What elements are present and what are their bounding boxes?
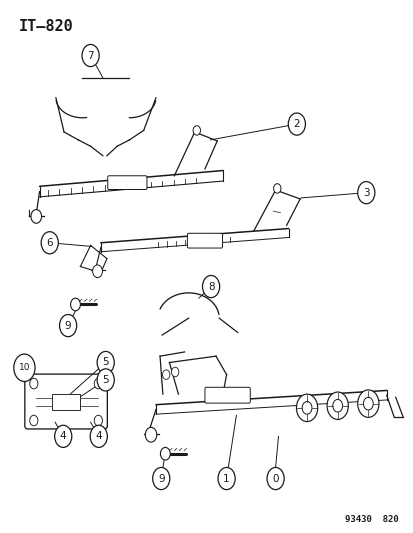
FancyBboxPatch shape [187, 233, 222, 248]
FancyBboxPatch shape [204, 387, 250, 403]
Text: 10: 10 [19, 364, 30, 372]
Circle shape [218, 467, 235, 490]
Circle shape [90, 425, 107, 447]
Text: 9: 9 [158, 473, 164, 483]
Circle shape [30, 415, 38, 426]
Text: 3: 3 [362, 188, 369, 198]
Text: 8: 8 [207, 281, 214, 292]
Bar [52, 394, 79, 410]
Text: 1: 1 [223, 473, 229, 483]
Circle shape [363, 397, 373, 410]
Text: 6: 6 [46, 238, 53, 248]
Circle shape [94, 378, 102, 389]
Circle shape [301, 401, 311, 414]
Text: 5: 5 [102, 375, 109, 385]
Circle shape [41, 232, 58, 254]
Circle shape [59, 314, 76, 337]
Circle shape [326, 392, 347, 419]
Text: 4: 4 [60, 431, 66, 441]
Circle shape [145, 427, 157, 442]
Circle shape [357, 390, 378, 417]
Circle shape [93, 265, 102, 278]
Circle shape [192, 126, 200, 135]
Circle shape [296, 394, 317, 422]
Circle shape [160, 447, 170, 460]
Circle shape [152, 467, 169, 490]
Circle shape [162, 370, 169, 379]
Circle shape [55, 425, 71, 447]
Circle shape [97, 351, 114, 374]
Circle shape [171, 367, 178, 377]
Text: 9: 9 [65, 320, 71, 330]
Text: 7: 7 [87, 51, 94, 61]
FancyBboxPatch shape [25, 374, 107, 429]
Text: 2: 2 [293, 119, 299, 129]
Circle shape [30, 378, 38, 389]
Text: IT–820: IT–820 [19, 19, 74, 34]
Text: 93430  820: 93430 820 [344, 515, 398, 524]
Text: 4: 4 [95, 431, 102, 441]
Circle shape [82, 44, 99, 67]
Circle shape [287, 113, 305, 135]
Circle shape [31, 209, 41, 223]
Circle shape [266, 467, 283, 490]
Circle shape [332, 399, 342, 412]
Circle shape [357, 182, 374, 204]
Text: 5: 5 [102, 358, 109, 367]
Circle shape [97, 369, 114, 391]
Text: 0: 0 [272, 473, 278, 483]
Circle shape [94, 415, 102, 426]
Circle shape [273, 184, 280, 193]
Circle shape [70, 298, 80, 311]
FancyBboxPatch shape [107, 176, 147, 190]
Circle shape [202, 276, 219, 297]
Circle shape [14, 354, 35, 382]
